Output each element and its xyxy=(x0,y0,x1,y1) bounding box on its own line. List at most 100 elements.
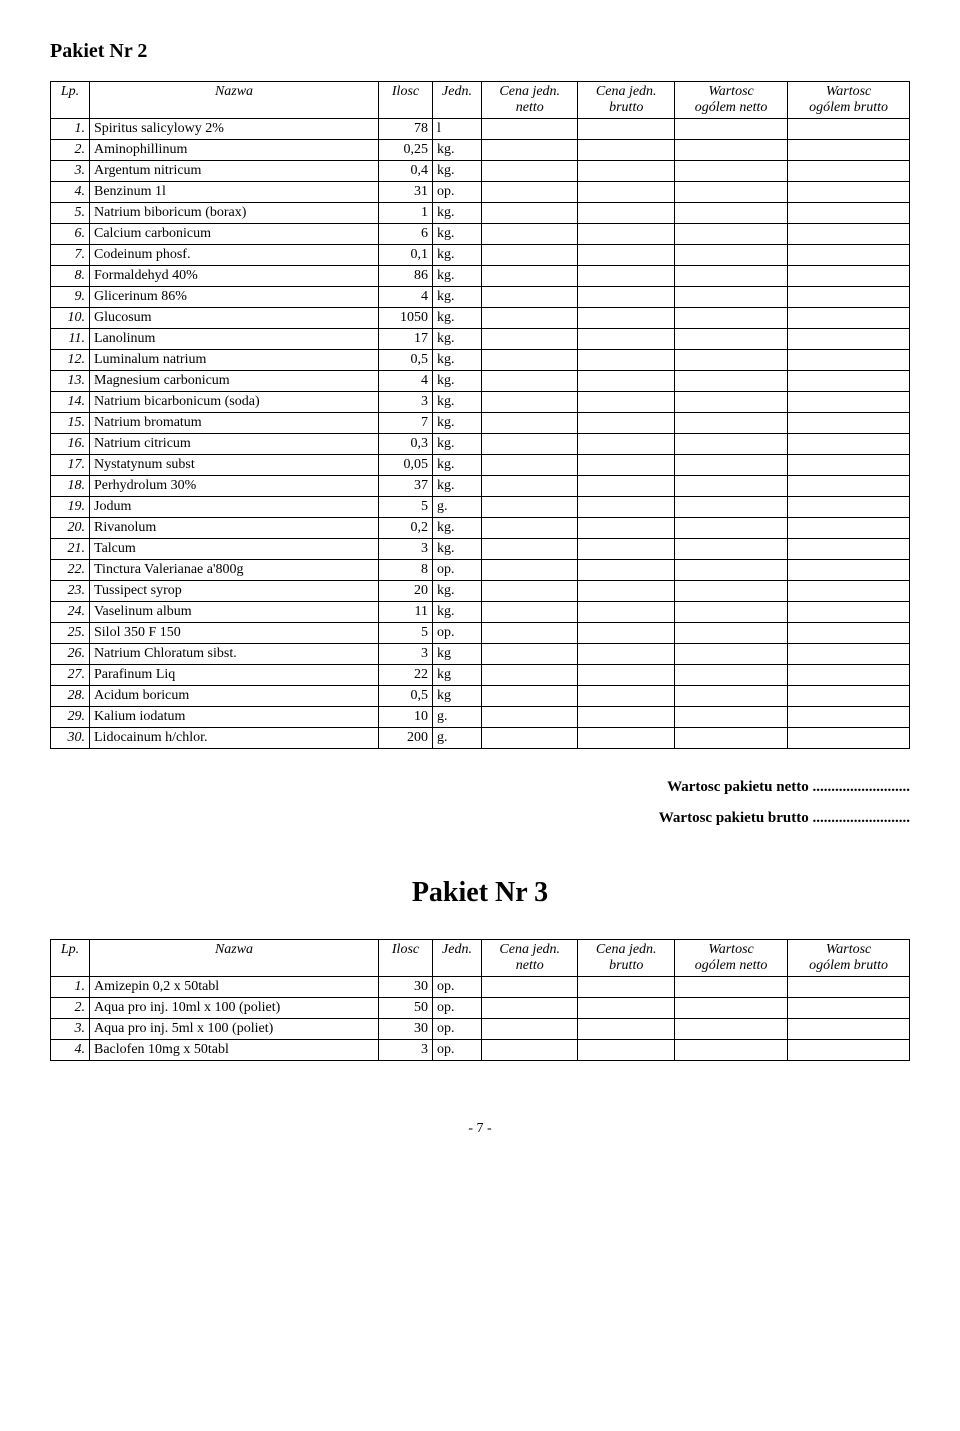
cell-jedn: kg. xyxy=(433,434,482,455)
cell-lp: 1. xyxy=(51,119,90,140)
cell-ilosc: 3 xyxy=(379,644,433,665)
pakiet2-title: Pakiet Nr 2 xyxy=(50,40,910,63)
cell-wartosc-netto xyxy=(674,977,787,998)
cell-cena-netto xyxy=(482,623,578,644)
table-row: 21.Talcum3kg. xyxy=(51,539,910,560)
cell-cena-brutto xyxy=(578,392,674,413)
cell-wartosc-netto xyxy=(674,203,787,224)
table-row: 22.Tinctura Valerianae a'800g8op. xyxy=(51,560,910,581)
cell-lp: 28. xyxy=(51,686,90,707)
cell-jedn: kg. xyxy=(433,224,482,245)
cell-cena-brutto xyxy=(578,140,674,161)
cell-lp: 23. xyxy=(51,581,90,602)
cell-ilosc: 3 xyxy=(379,539,433,560)
cell-jedn: kg. xyxy=(433,602,482,623)
pakiet3-title: Pakiet Nr 3 xyxy=(50,877,910,909)
col-cena-brutto-line1: Cena jedn. xyxy=(596,84,657,99)
col-cena-brutto-line1: Cena jedn. xyxy=(596,942,657,957)
table-row: 9.Glicerinum 86%4kg. xyxy=(51,287,910,308)
cell-cena-netto xyxy=(482,707,578,728)
cell-wartosc-netto xyxy=(674,350,787,371)
cell-cena-netto xyxy=(482,665,578,686)
table-row: 24.Vaselinum album11kg. xyxy=(51,602,910,623)
cell-ilosc: 10 xyxy=(379,707,433,728)
cell-wartosc-netto xyxy=(674,707,787,728)
cell-ilosc: 0,2 xyxy=(379,518,433,539)
cell-cena-brutto xyxy=(578,245,674,266)
cell-nazwa: Natrium biboricum (borax) xyxy=(90,203,379,224)
cell-wartosc-brutto xyxy=(788,707,910,728)
cell-cena-brutto xyxy=(578,518,674,539)
col-cena-netto-line1: Cena jedn. xyxy=(499,942,560,957)
cell-cena-brutto xyxy=(578,350,674,371)
cell-cena-brutto xyxy=(578,203,674,224)
cell-nazwa: Lidocainum h/chlor. xyxy=(90,728,379,749)
cell-nazwa: Natrium bromatum xyxy=(90,413,379,434)
cell-cena-brutto xyxy=(578,266,674,287)
cell-wartosc-netto xyxy=(674,413,787,434)
cell-wartosc-brutto xyxy=(788,518,910,539)
cell-wartosc-netto xyxy=(674,497,787,518)
cell-wartosc-brutto xyxy=(788,371,910,392)
cell-wartosc-netto xyxy=(674,119,787,140)
cell-cena-netto xyxy=(482,686,578,707)
cell-nazwa: Spiritus salicylowy 2% xyxy=(90,119,379,140)
cell-cena-brutto xyxy=(578,1040,674,1061)
cell-jedn: kg. xyxy=(433,308,482,329)
cell-cena-brutto xyxy=(578,119,674,140)
cell-lp: 5. xyxy=(51,203,90,224)
cell-jedn: kg. xyxy=(433,203,482,224)
cell-lp: 14. xyxy=(51,392,90,413)
cell-lp: 10. xyxy=(51,308,90,329)
cell-wartosc-netto xyxy=(674,161,787,182)
cell-jedn: kg. xyxy=(433,455,482,476)
cell-jedn: op. xyxy=(433,623,482,644)
table-row: 28.Acidum boricum0,5kg xyxy=(51,686,910,707)
col-cena-netto: Cena jedn. netto xyxy=(482,82,578,119)
col-cena-brutto-line2: brutto xyxy=(609,100,643,115)
cell-nazwa: Argentum nitricum xyxy=(90,161,379,182)
cell-cena-brutto xyxy=(578,182,674,203)
cell-cena-brutto xyxy=(578,560,674,581)
cell-nazwa: Aqua pro inj. 5ml x 100 (poliet) xyxy=(90,1019,379,1040)
cell-lp: 24. xyxy=(51,602,90,623)
cell-wartosc-netto xyxy=(674,686,787,707)
cell-cena-netto xyxy=(482,644,578,665)
table-row: 16.Natrium citricum0,3kg. xyxy=(51,434,910,455)
cell-wartosc-brutto xyxy=(788,644,910,665)
col-ilosc: Ilosc xyxy=(379,940,433,977)
cell-nazwa: Tinctura Valerianae a'800g xyxy=(90,560,379,581)
cell-nazwa: Magnesium carbonicum xyxy=(90,371,379,392)
cell-wartosc-brutto xyxy=(788,161,910,182)
cell-jedn: op. xyxy=(433,998,482,1019)
cell-cena-brutto xyxy=(578,581,674,602)
cell-jedn: kg. xyxy=(433,539,482,560)
cell-cena-netto xyxy=(482,329,578,350)
cell-nazwa: Tussipect syrop xyxy=(90,581,379,602)
cell-cena-netto xyxy=(482,203,578,224)
cell-lp: 15. xyxy=(51,413,90,434)
cell-jedn: kg. xyxy=(433,161,482,182)
cell-jedn: kg. xyxy=(433,413,482,434)
cell-cena-netto xyxy=(482,977,578,998)
cell-wartosc-brutto xyxy=(788,350,910,371)
col-wartosc-netto: Wartosc ogólem netto xyxy=(674,940,787,977)
table-row: 27.Parafinum Liq22kg xyxy=(51,665,910,686)
cell-ilosc: 11 xyxy=(379,602,433,623)
cell-wartosc-brutto xyxy=(788,560,910,581)
cell-ilosc: 200 xyxy=(379,728,433,749)
cell-lp: 2. xyxy=(51,140,90,161)
cell-wartosc-brutto xyxy=(788,581,910,602)
cell-wartosc-brutto xyxy=(788,539,910,560)
cell-wartosc-brutto xyxy=(788,266,910,287)
cell-lp: 19. xyxy=(51,497,90,518)
cell-wartosc-brutto xyxy=(788,998,910,1019)
cell-ilosc: 3 xyxy=(379,1040,433,1061)
cell-jedn: op. xyxy=(433,182,482,203)
cell-jedn: kg. xyxy=(433,266,482,287)
cell-nazwa: Lanolinum xyxy=(90,329,379,350)
col-wartosc-brutto: Wartosc ogólem brutto xyxy=(788,940,910,977)
cell-ilosc: 5 xyxy=(379,497,433,518)
cell-wartosc-netto xyxy=(674,371,787,392)
cell-cena-netto xyxy=(482,413,578,434)
